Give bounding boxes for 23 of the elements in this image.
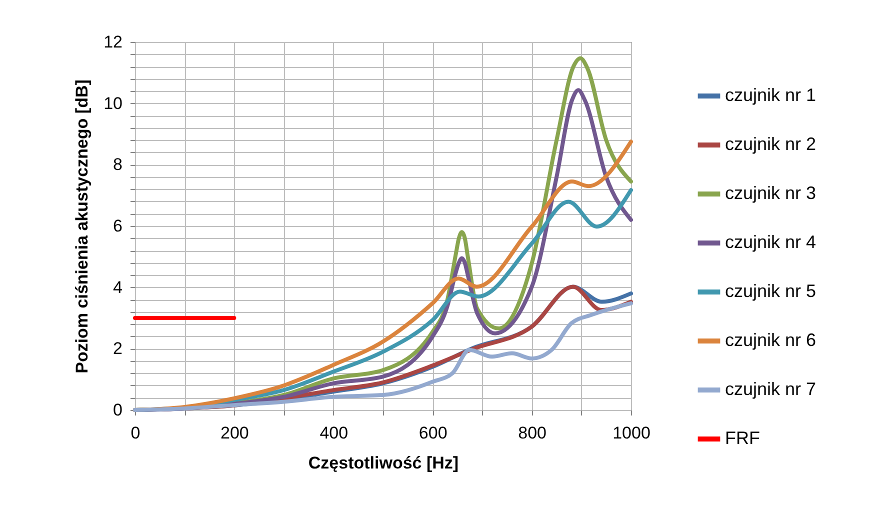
legend-label: czujnik nr 1 — [725, 85, 816, 105]
y-tick-label: 2 — [113, 339, 122, 358]
legend-label: czujnik nr 7 — [725, 379, 816, 399]
y-tick-label: 12 — [104, 32, 122, 52]
y-tick-label: 10 — [104, 94, 122, 113]
y-axis-title: Poziom ciśnienia akustycznego [dB] — [72, 80, 92, 374]
legend-label: FRF — [725, 428, 760, 448]
x-tick-label: 0 — [130, 424, 140, 442]
y-tick-label: 0 — [113, 400, 122, 420]
x-tick-label: 1000 — [612, 424, 650, 442]
legend-label: czujnik nr 5 — [725, 281, 816, 301]
legend-label: czujnik nr 6 — [725, 330, 816, 350]
legend-label: czujnik nr 3 — [725, 183, 816, 203]
y-tick-label: 4 — [113, 278, 122, 297]
legend-label: czujnik nr 2 — [725, 134, 816, 154]
legend-label: czujnik nr 4 — [725, 232, 816, 252]
x-tick-label: 200 — [220, 424, 249, 442]
y-tick-label: 8 — [113, 155, 122, 174]
x-axis-title: Częstotliwość [Hz] — [308, 454, 459, 472]
x-tick-label: 800 — [518, 424, 546, 442]
x-tick-label: 600 — [418, 424, 448, 442]
x-tick-label: 400 — [320, 424, 348, 442]
y-tick-label: 6 — [113, 216, 122, 236]
